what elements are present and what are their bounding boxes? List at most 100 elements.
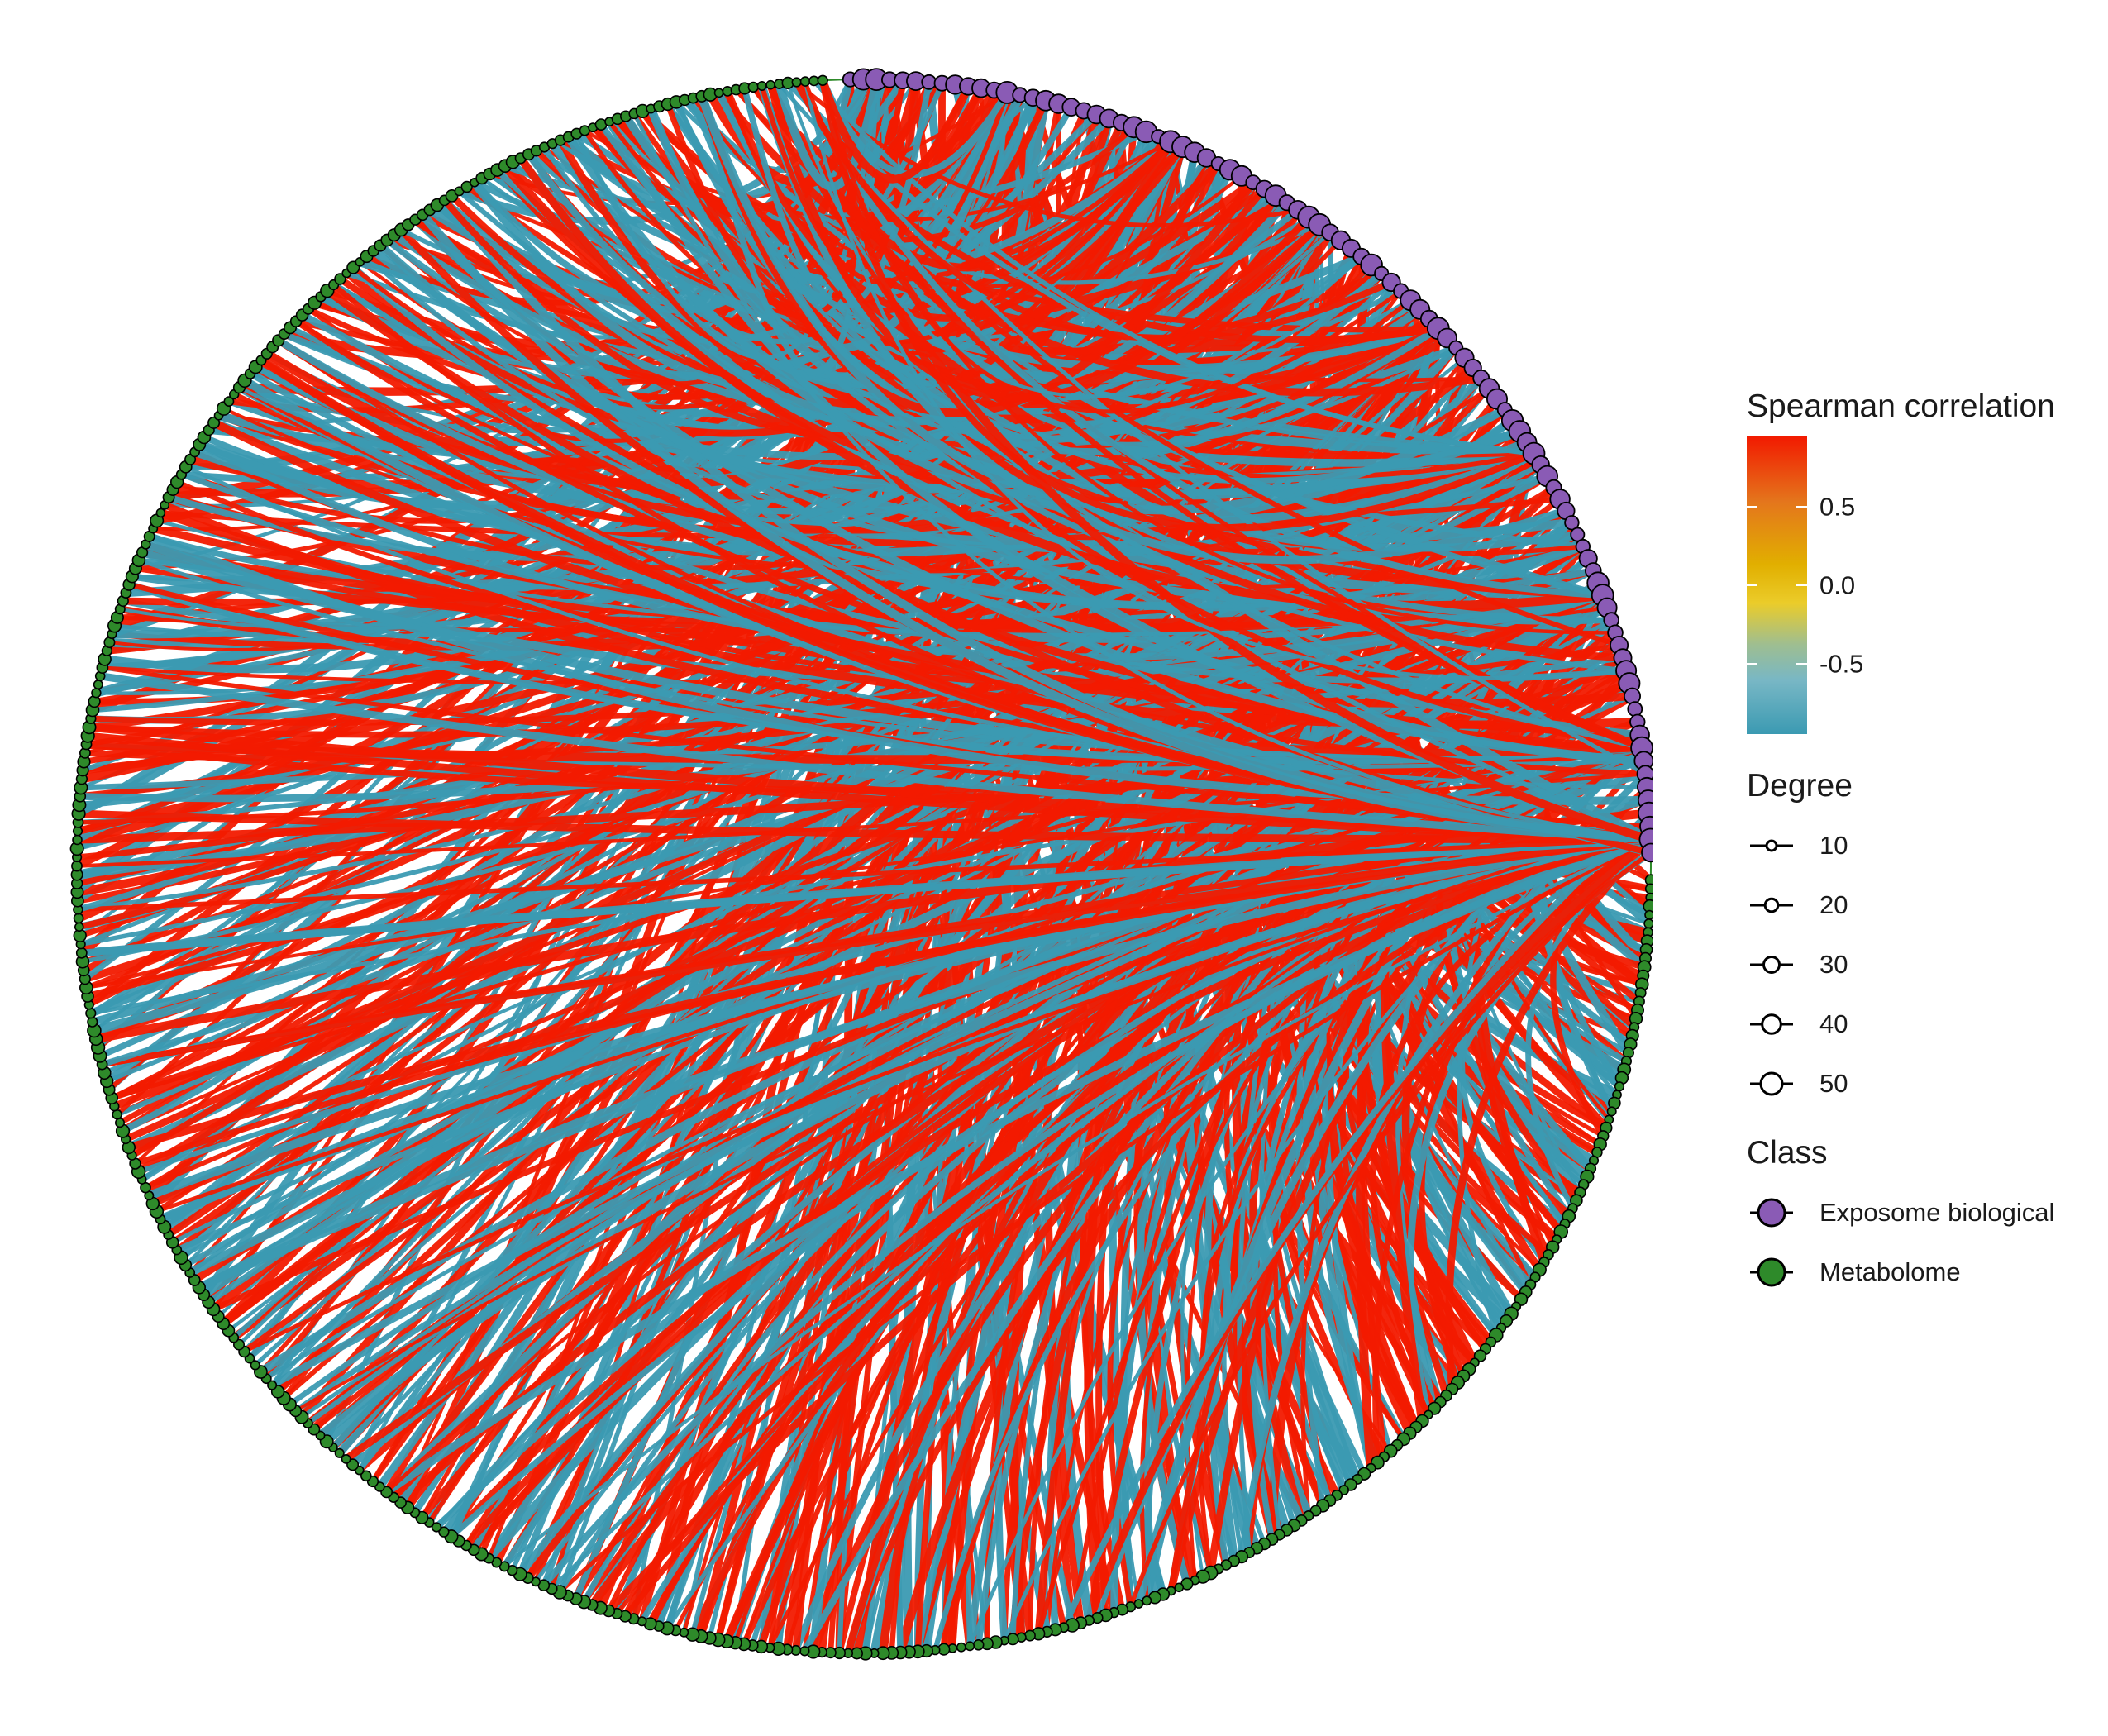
positive-correlation-edge	[1445, 837, 1653, 1390]
metabolome-node	[956, 1642, 966, 1653]
metabolome-node	[73, 913, 84, 924]
metabolome-node	[799, 76, 811, 87]
metabolome-node	[1614, 1081, 1625, 1092]
correlation-network	[69, 68, 1653, 1661]
negative-correlation-edge	[565, 134, 1536, 525]
degree-legend-label: 50	[1819, 1069, 1848, 1098]
positive-correlation-edge	[1128, 837, 1653, 1608]
metabolome-node	[87, 1016, 98, 1028]
positive-correlation-edge	[101, 836, 1651, 1068]
metabolome-node	[85, 1008, 97, 1019]
metabolome-node	[207, 416, 221, 429]
degree-legend-item: 30	[1747, 935, 2096, 994]
legend: Spearman correlation 0.5 0.0 -0.5 Degree 1…	[1732, 389, 2096, 1302]
negative-correlation-edge	[503, 837, 1652, 1568]
metabolome-node	[1023, 1629, 1036, 1642]
metabolome-node	[1606, 1106, 1617, 1117]
negative-correlation-edge	[1061, 810, 1652, 1629]
metabolome-node	[1174, 1582, 1185, 1593]
negative-correlation-edge	[757, 84, 1567, 565]
correlation-legend-title: Spearman correlation	[1747, 389, 2055, 424]
degree-legend-item: 20	[1747, 875, 2096, 935]
positive-correlation-edge	[413, 216, 1440, 424]
metabolome-node	[115, 1118, 126, 1128]
positive-correlation-edge	[766, 83, 1312, 402]
negative-correlation-edge	[217, 411, 1573, 551]
positive-correlation-edge	[691, 97, 1243, 289]
negative-correlation-edge	[81, 836, 1651, 956]
degree-key-icon	[1747, 935, 1796, 994]
positive-correlation-edge	[794, 80, 1393, 341]
metabolome-node	[75, 947, 88, 959]
metabolome-node	[808, 75, 819, 87]
metabolome-node	[713, 88, 724, 98]
negative-correlation-edge	[184, 465, 1648, 789]
metabolome-node	[334, 1447, 345, 1458]
metabolome-node	[1643, 918, 1653, 929]
negative-correlation-edge	[99, 672, 1651, 844]
metabolome-node	[93, 680, 103, 690]
metabolome-node	[972, 1639, 985, 1651]
metabolome-node	[1142, 1595, 1152, 1606]
positive-correlation-edge	[715, 90, 1482, 397]
negative-correlation-edge	[794, 80, 1603, 599]
degree-legend-item: 50	[1747, 1054, 2096, 1114]
class-legend-label: Metabolome	[1819, 1257, 1961, 1286]
degree-legend-label: 20	[1819, 890, 1848, 919]
metabolome-node	[91, 688, 102, 699]
class-legend-item: Exposome biological	[1747, 1183, 2096, 1242]
class-legend-title: Class	[1747, 1135, 1828, 1171]
degree-legend-label: 40	[1819, 1009, 1848, 1038]
negative-correlation-edge	[599, 122, 1612, 625]
degree-legend-label: 30	[1819, 950, 1848, 979]
positive-correlation-edge	[78, 837, 1651, 913]
degree-legend-label: 10	[1819, 831, 1848, 860]
metabolome-node	[223, 396, 235, 407]
colorbar-tick-label: -0.5	[1819, 649, 1864, 679]
negative-correlation-edge	[665, 103, 1643, 751]
metabolome-node	[1644, 909, 1653, 920]
degree-key-icon	[1747, 1054, 1796, 1114]
positive-correlation-edge	[448, 836, 1652, 1539]
class-legend-label: Exposome biological	[1819, 1198, 2055, 1227]
metabolome-node	[460, 180, 473, 193]
degree-legend-title: Degree	[1747, 768, 1853, 804]
positive-correlation-edge	[558, 837, 1652, 1594]
metabolome-node	[756, 81, 767, 92]
colorbar-tick-label: 0.0	[1819, 570, 1856, 600]
class-legend-item: Metabolome	[1747, 1242, 2096, 1302]
degree-legend-item: 10	[1747, 816, 2096, 875]
negative-correlation-edge	[803, 81, 1627, 680]
metabolome-node	[965, 1641, 975, 1652]
metabolome-node	[71, 860, 83, 872]
metabolome-node	[267, 1380, 278, 1390]
correlation-colorbar: 0.5 0.0 -0.5	[1747, 436, 2096, 746]
exposome-node	[921, 74, 937, 90]
metabolome-node	[1644, 883, 1653, 894]
metabolome-node	[1006, 1633, 1019, 1646]
negative-correlation-edge	[777, 82, 1647, 776]
positive-correlation-edge	[639, 107, 1644, 752]
node-layer	[69, 68, 1653, 1661]
degree-key-icon	[1747, 816, 1796, 875]
negative-correlation-edge	[632, 112, 1651, 842]
positive-correlation-edge	[819, 79, 1536, 532]
exposome-node	[1564, 515, 1580, 531]
metabolome-node	[341, 1454, 351, 1464]
metabolome-node	[360, 1470, 372, 1482]
exposome-node	[1627, 701, 1643, 718]
negative-correlation-edge	[443, 198, 1627, 673]
negative-correlation-edge	[449, 745, 1643, 1539]
class-key-icon	[1747, 1242, 1796, 1302]
colorbar-tick-label: 0.5	[1819, 492, 1856, 522]
positive-correlation-edge	[243, 837, 1651, 1354]
exposome-node	[1624, 687, 1642, 705]
negative-correlation-edge	[1143, 593, 1605, 1601]
degree-key-icon	[1747, 875, 1796, 935]
metabolome-node	[431, 1522, 442, 1533]
negative-correlation-edge	[384, 835, 1653, 1495]
metabolome-node	[438, 1526, 450, 1538]
metabolome-node	[334, 273, 346, 285]
metabolome-node	[155, 508, 166, 518]
positive-correlation-edge	[820, 79, 1403, 414]
